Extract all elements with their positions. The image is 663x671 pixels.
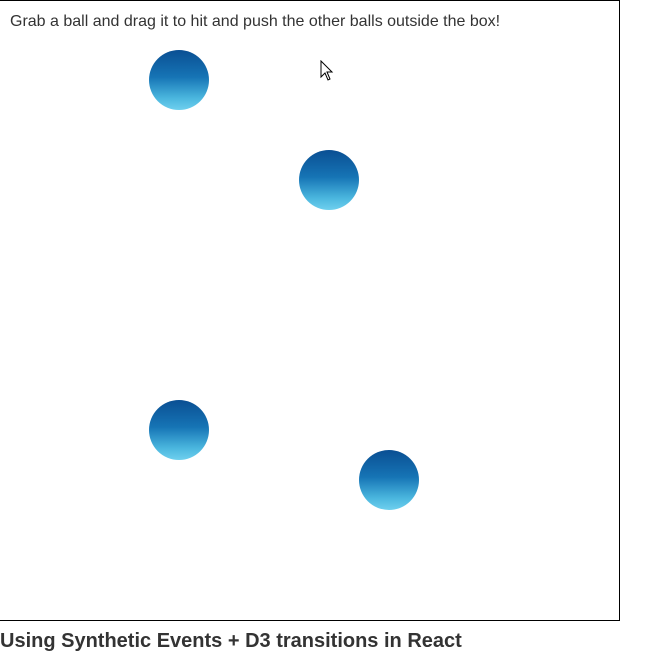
draggable-ball[interactable]	[299, 150, 359, 210]
draggable-ball[interactable]	[149, 400, 209, 460]
draggable-ball[interactable]	[149, 50, 209, 110]
ball-play-area[interactable]: Grab a ball and drag it to hit and push …	[0, 0, 620, 621]
arrow-cursor-icon	[320, 60, 334, 81]
instructions-text: Grab a ball and drag it to hit and push …	[10, 13, 501, 30]
draggable-ball[interactable]	[359, 450, 419, 510]
page-caption: Using Synthetic Events + D3 transitions …	[0, 630, 462, 652]
